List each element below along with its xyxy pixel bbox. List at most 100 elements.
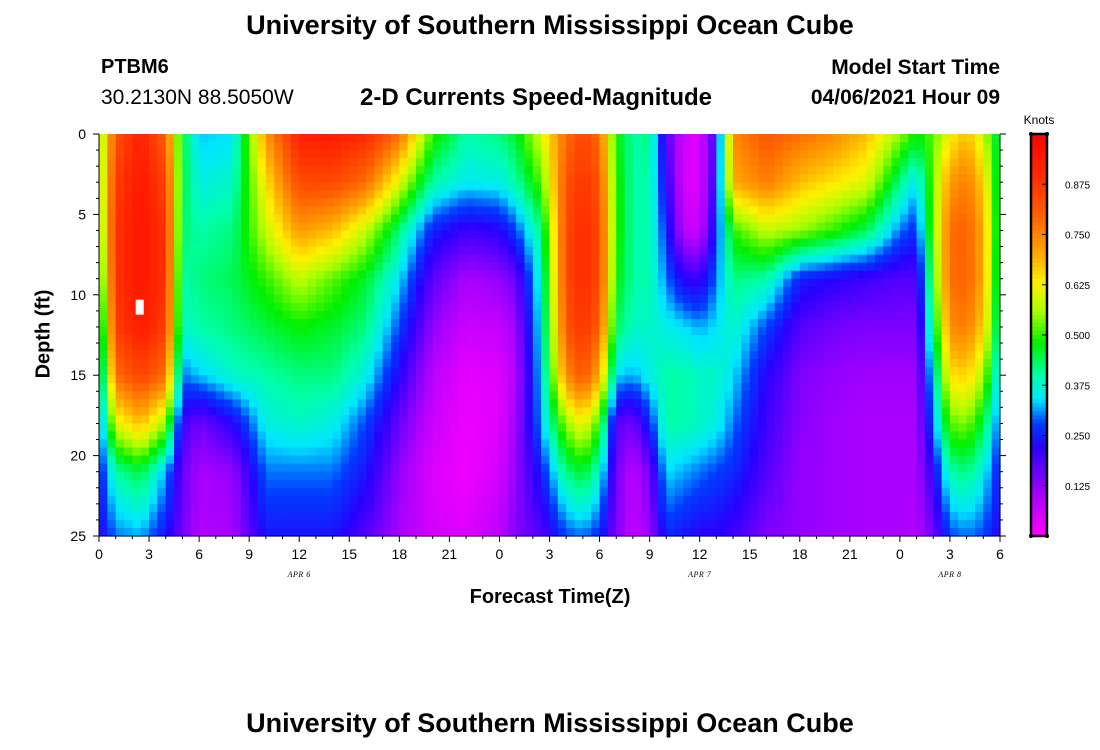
heatmap-cell xyxy=(149,359,158,368)
heatmap-cell xyxy=(532,166,542,175)
heatmap-cell xyxy=(899,254,909,264)
heatmap-cell xyxy=(666,318,676,328)
heatmap-cell xyxy=(240,206,250,215)
heatmap-cell xyxy=(424,294,434,304)
heatmap-cell xyxy=(482,270,492,280)
heatmap-cell xyxy=(691,174,701,183)
heatmap-cell xyxy=(215,335,225,344)
heatmap-cell xyxy=(240,254,250,264)
heatmap-cell xyxy=(307,150,317,159)
heatmap-cell xyxy=(891,399,901,408)
heatmap-cell xyxy=(165,455,175,465)
heatmap-cell xyxy=(132,214,142,224)
heatmap-cell xyxy=(924,198,934,207)
heatmap-cell xyxy=(349,286,359,296)
heatmap-cell xyxy=(365,375,375,384)
heatmap-cell xyxy=(332,286,342,296)
heatmap-cell xyxy=(841,335,851,344)
heatmap-cell xyxy=(499,479,509,489)
heatmap-cell xyxy=(833,463,843,473)
heatmap-cell xyxy=(199,142,209,151)
heatmap-cell xyxy=(290,294,300,304)
heatmap-cell xyxy=(140,383,150,392)
heatmap-cell xyxy=(574,302,584,312)
heatmap-cell xyxy=(758,222,767,232)
heatmap-cell xyxy=(657,359,667,368)
heatmap-cell xyxy=(716,206,726,215)
heatmap-cell xyxy=(674,142,684,151)
heatmap-cell xyxy=(824,134,834,143)
heatmap-cell xyxy=(466,158,476,167)
heatmap-cell xyxy=(441,511,450,521)
heatmap-cell xyxy=(174,431,184,441)
heatmap-cell xyxy=(883,519,893,529)
heatmap-cell xyxy=(566,270,576,280)
heatmap-cell xyxy=(808,487,818,497)
heatmap-cell xyxy=(783,367,793,376)
heatmap-cell xyxy=(599,214,609,224)
heatmap-cell xyxy=(457,318,467,328)
heatmap-cell xyxy=(232,198,242,207)
heatmap-cell xyxy=(332,254,342,264)
heatmap-cell xyxy=(541,134,551,143)
heatmap-cell xyxy=(766,326,776,336)
heatmap-cell xyxy=(207,479,217,489)
heatmap-cell xyxy=(591,278,601,288)
heatmap-cell xyxy=(132,495,142,505)
heatmap-cell xyxy=(399,367,409,376)
heatmap-cell xyxy=(332,343,342,352)
heatmap-cell xyxy=(207,278,217,288)
heatmap-cell xyxy=(858,415,868,425)
heatmap-cell xyxy=(924,134,934,143)
heatmap-cell xyxy=(532,487,542,497)
heatmap-cell xyxy=(165,503,175,513)
heatmap-cell xyxy=(716,447,726,457)
heatmap-cell xyxy=(549,503,559,513)
heatmap-cell xyxy=(641,134,651,143)
heatmap-cell xyxy=(516,190,526,199)
heatmap-cell xyxy=(340,254,350,264)
heatmap-cell xyxy=(716,142,726,151)
heatmap-cell xyxy=(324,182,334,191)
heatmap-cell xyxy=(374,519,384,529)
heatmap-cell xyxy=(741,198,751,207)
heatmap-cell xyxy=(716,214,726,224)
heatmap-cell xyxy=(182,222,192,232)
heatmap-cell xyxy=(682,326,692,336)
heatmap-cell xyxy=(274,407,284,416)
heatmap-cell xyxy=(624,487,634,497)
heatmap-cell xyxy=(441,383,450,392)
heatmap-cell xyxy=(699,238,709,248)
heatmap-cell xyxy=(449,238,459,248)
heatmap-cell xyxy=(390,399,400,408)
heatmap-cell xyxy=(115,310,125,320)
heatmap-cell xyxy=(307,343,317,352)
heatmap-cell xyxy=(466,367,476,376)
heatmap-cell xyxy=(157,415,167,425)
heatmap-cell xyxy=(783,318,793,328)
heatmap-cell xyxy=(140,174,150,183)
heatmap-cell xyxy=(124,302,133,312)
heatmap-cell xyxy=(691,222,701,232)
heatmap-cell xyxy=(190,230,200,240)
heatmap-cell xyxy=(340,351,350,360)
heatmap-cell xyxy=(891,238,901,248)
heatmap-cell xyxy=(716,351,726,360)
heatmap-cell xyxy=(708,326,717,336)
heatmap-cell xyxy=(624,278,634,288)
heatmap-cell xyxy=(340,399,350,408)
heatmap-cell xyxy=(449,487,459,497)
heatmap-cell xyxy=(207,150,217,159)
heatmap-cell xyxy=(482,415,492,425)
heatmap-cell xyxy=(557,471,567,481)
heatmap-cell xyxy=(307,519,317,529)
heatmap-cell xyxy=(808,399,818,408)
heatmap-cell xyxy=(883,238,893,248)
heatmap-cell xyxy=(424,487,434,497)
heatmap-cell xyxy=(199,391,209,400)
heatmap-cell xyxy=(891,495,901,505)
heatmap-cell xyxy=(916,318,926,328)
heatmap-cell xyxy=(824,391,834,400)
heatmap-cell xyxy=(165,206,175,215)
heatmap-cell xyxy=(766,423,776,433)
